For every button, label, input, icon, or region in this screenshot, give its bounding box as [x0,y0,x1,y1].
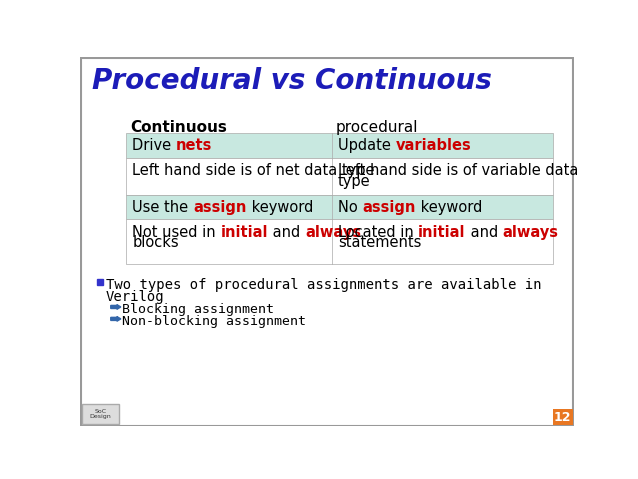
Text: Blocking assignment: Blocking assignment [122,303,274,316]
Text: blocks: blocks [133,236,179,251]
Text: Not used in: Not used in [133,225,221,240]
FancyArrow shape [111,305,121,309]
Text: Continuous: Continuous [130,120,227,135]
Bar [126,219,553,264]
Bar [126,133,553,158]
Text: Non-blocking assignment: Non-blocking assignment [122,315,306,328]
Text: procedural: procedural [336,120,418,135]
Text: initial: initial [418,225,466,240]
Text: and: and [268,225,305,240]
Text: and: and [466,225,503,240]
Text: nets: nets [176,138,212,153]
Text: Use the: Use the [133,200,193,215]
Bar [82,404,119,424]
Text: statements: statements [338,236,421,251]
Bar [97,279,103,285]
Text: 12: 12 [554,411,571,423]
Bar [126,194,553,219]
Text: SoC
Design: SoC Design [90,409,112,420]
Text: Drive: Drive [133,138,176,153]
Text: keyword: keyword [246,200,313,215]
Text: variables: variables [396,138,471,153]
Text: Procedural vs Continuous: Procedural vs Continuous [92,67,492,95]
Text: Located in: Located in [338,225,418,240]
Text: initial: initial [221,225,268,240]
Bar [126,158,553,194]
FancyArrow shape [111,317,121,321]
Text: Verilog: Verilog [106,290,165,304]
Text: assign: assign [362,200,415,215]
Text: Two types of procedural assignments are available in: Two types of procedural assignments are … [106,278,542,292]
Text: No: No [338,200,362,215]
Text: Left hand side is of variable data: Left hand side is of variable data [338,163,578,178]
Text: type: type [338,174,371,189]
Text: assign: assign [193,200,246,215]
Text: Left hand side is of net data type: Left hand side is of net data type [133,163,375,178]
Text: always: always [305,225,361,240]
Text: Update: Update [338,138,396,153]
Text: keyword: keyword [415,200,482,215]
Bar [553,410,573,425]
Text: always: always [503,225,559,240]
